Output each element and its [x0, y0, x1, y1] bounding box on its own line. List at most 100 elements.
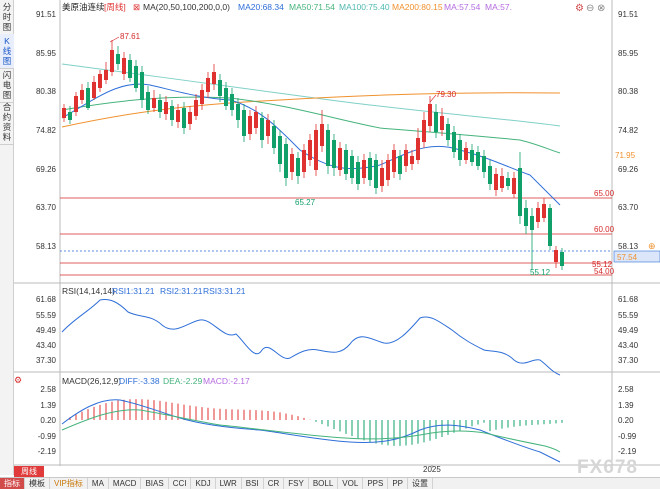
candle-body[interactable] [236, 104, 240, 120]
candle-body[interactable] [224, 88, 228, 106]
indicator-tab[interactable]: BOLL [309, 477, 339, 489]
candle-body[interactable] [362, 160, 366, 178]
tab-flash[interactable]: 闪电图 [0, 68, 14, 103]
candle-body[interactable] [446, 124, 450, 140]
candle-body[interactable] [410, 156, 414, 164]
candle-body[interactable] [146, 92, 150, 110]
chart-area[interactable]: 美原油连续 [周线] ⊠ MA(20,50,100,200,0,0) MA20:… [0, 0, 660, 477]
candle-body[interactable] [194, 100, 198, 116]
candle-body[interactable] [242, 110, 246, 136]
candle-body[interactable] [284, 144, 288, 178]
candle-body[interactable] [158, 100, 162, 112]
candle-body[interactable] [452, 132, 456, 152]
candle-body[interactable] [542, 204, 546, 218]
indicator-tab[interactable]: 设置 [408, 477, 433, 489]
candle-body[interactable] [428, 104, 432, 126]
candle-body[interactable] [116, 54, 120, 64]
tab-kline[interactable]: K线图 [0, 34, 14, 69]
candle-body[interactable] [260, 118, 264, 140]
candle-body[interactable] [266, 120, 270, 136]
indicator-tab[interactable]: LWR [216, 477, 242, 489]
candle-body[interactable] [200, 90, 204, 104]
candle-body[interactable] [302, 150, 306, 172]
candle-body[interactable] [482, 156, 486, 172]
candle-body[interactable] [92, 82, 96, 98]
candle-body[interactable] [182, 108, 186, 128]
candle-body[interactable] [74, 96, 78, 112]
candle-body[interactable] [278, 136, 282, 164]
period-tab[interactable]: 周线 [14, 466, 44, 477]
indicator-tab[interactable]: PP [388, 477, 408, 489]
candle-body[interactable] [470, 150, 474, 162]
candle-body[interactable] [506, 178, 510, 186]
minus-icon[interactable]: ⊖ [586, 3, 594, 14]
candle-body[interactable] [206, 78, 210, 92]
candle-body[interactable] [254, 112, 258, 128]
candle-body[interactable] [524, 208, 528, 226]
indicator-tab[interactable]: BSI [242, 477, 264, 489]
candle-body[interactable] [350, 156, 354, 178]
indicator-tab[interactable]: MACD [109, 477, 142, 489]
candle-body[interactable] [404, 150, 408, 166]
candle-body[interactable] [212, 72, 216, 84]
candle-body[interactable] [86, 88, 90, 108]
candle-body[interactable] [398, 156, 402, 174]
close-icon[interactable]: ⊗ [597, 3, 605, 14]
candle-body[interactable] [536, 208, 540, 222]
candle-body[interactable] [128, 60, 132, 78]
candle-body[interactable] [440, 116, 444, 130]
indicator-tab[interactable]: 指标 [0, 477, 25, 489]
candle-body[interactable] [104, 70, 108, 80]
indicator-tab[interactable]: BIAS [141, 477, 169, 489]
indicator-tab[interactable]: MA [88, 477, 109, 489]
candle-body[interactable] [152, 98, 156, 108]
candle-body[interactable] [134, 66, 138, 88]
indicator-tab[interactable]: KDJ [191, 477, 216, 489]
candle-body[interactable] [176, 110, 180, 122]
candle-body[interactable] [230, 94, 234, 110]
candle-body[interactable] [488, 166, 492, 184]
candle-body[interactable] [248, 116, 252, 134]
candle-body[interactable] [338, 148, 342, 170]
ma-toggle-icon[interactable]: ⊠ [133, 2, 140, 12]
candle-body[interactable] [170, 106, 174, 120]
candle-body[interactable] [374, 160, 378, 188]
tab-contract-info[interactable]: 合约资料 [0, 100, 14, 145]
candle-body[interactable] [296, 158, 300, 176]
candle-body[interactable] [518, 168, 522, 216]
candle-body[interactable] [434, 112, 438, 132]
candle-body[interactable] [530, 216, 534, 230]
indicator-tab[interactable]: VIP指标 [50, 477, 88, 489]
indicator-tab[interactable]: 模板 [25, 477, 50, 489]
candle-body[interactable] [80, 90, 84, 100]
candle-body[interactable] [164, 102, 168, 114]
candle-body[interactable] [416, 138, 420, 160]
candle-body[interactable] [122, 58, 126, 74]
candle-body[interactable] [368, 158, 372, 180]
candle-body[interactable] [494, 174, 498, 190]
candle-body[interactable] [560, 252, 564, 266]
candle-body[interactable] [218, 80, 222, 96]
candle-body[interactable] [326, 130, 330, 166]
candle-body[interactable] [554, 250, 558, 262]
candle-body[interactable] [62, 108, 66, 118]
candle-body[interactable] [500, 176, 504, 188]
candle-body[interactable] [458, 140, 462, 160]
indicator-tab[interactable]: PPS [363, 477, 389, 489]
candle-body[interactable] [464, 148, 468, 160]
candle-body[interactable] [422, 120, 426, 142]
candle-body[interactable] [140, 72, 144, 100]
candle-body[interactable] [548, 208, 552, 246]
settings-icon[interactable]: ⚙ [575, 3, 584, 14]
candle-body[interactable] [110, 50, 114, 72]
candle-body[interactable] [68, 112, 72, 120]
indicator-tab[interactable]: CR [264, 477, 285, 489]
candle-body[interactable] [290, 154, 294, 172]
indicator-tab[interactable]: FSY [284, 477, 309, 489]
candle-body[interactable] [320, 124, 324, 146]
candle-body[interactable] [392, 150, 396, 172]
candle-body[interactable] [314, 130, 318, 170]
indicator-tab[interactable]: VOL [338, 477, 364, 489]
crosshair-icon[interactable]: ⊕ [648, 241, 656, 251]
candle-body[interactable] [386, 160, 390, 180]
